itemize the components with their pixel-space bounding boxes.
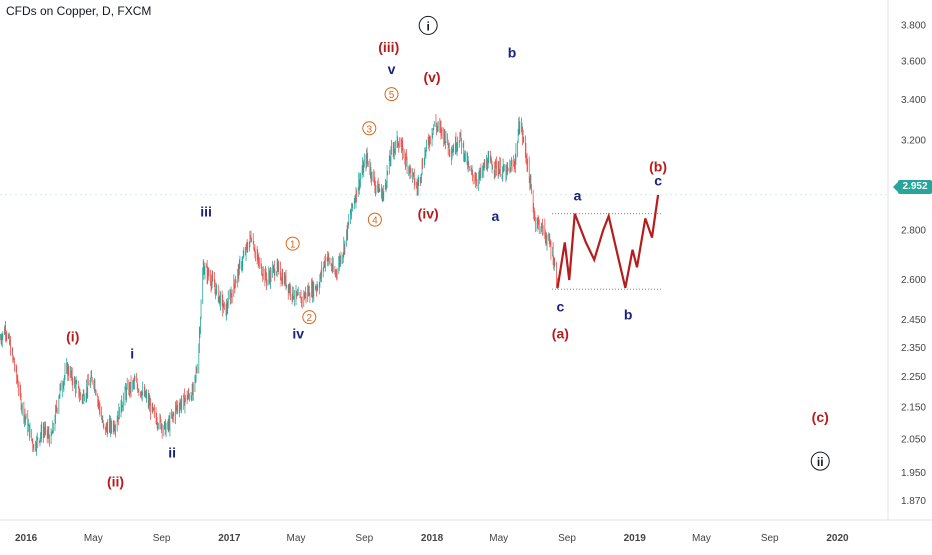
x-tick-label: May [84,533,103,544]
wave-label: a [491,208,499,224]
circled-label: 2 [307,313,313,324]
circled-label-ring [810,451,830,471]
wave-label: i [130,346,134,362]
x-tick-label: 2016 [15,533,38,544]
circled-label-ring [367,212,382,227]
y-tick-label: 3.800 [901,20,926,31]
circled-label-ring [384,87,399,102]
circled-label: 1 [290,240,296,251]
wave-label: a [574,187,582,203]
last-price-tag: 2.952 [893,180,932,194]
circled-label-ring [418,15,438,35]
wave-label: b [624,306,633,322]
wave-label: (c) [812,409,829,425]
wave-label: (b) [649,158,667,174]
wave-label: (iv) [418,206,439,222]
wave-label: (v) [423,69,440,85]
wave-label: c [556,298,564,314]
y-tick-label: 2.600 [901,275,926,286]
circled-label: i [427,19,430,33]
chart-title: CFDs on Copper, D, FXCM [6,4,152,18]
circled-label: 5 [389,90,395,101]
circled-label: ii [817,455,824,469]
wave-label: b [508,44,517,60]
y-tick-label: 2.150 [901,403,926,414]
circled-label-ring [362,121,377,136]
y-tick-label: 3.400 [901,95,926,106]
x-tick-label: 2018 [421,533,444,544]
wave-overlay-line [556,194,660,289]
x-tick-label: May [489,533,508,544]
x-tick-label: 2019 [624,533,647,544]
circled-label-ring [285,236,300,251]
y-tick-label: 3.600 [901,57,926,68]
wave-label: (a) [552,326,569,342]
x-tick-label: Sep [153,533,171,544]
x-tick-label: May [287,533,306,544]
wave-label: iii [200,203,212,219]
x-tick-label: Sep [558,533,576,544]
x-tick-label: 2017 [218,533,241,544]
y-tick-label: 1.870 [901,496,926,507]
circled-label: 3 [367,124,373,135]
y-tick-label: 2.350 [901,343,926,354]
y-tick-label: 2.250 [901,372,926,383]
wave-label: v [388,61,396,77]
wave-label: (i) [66,329,79,345]
x-tick-label: Sep [355,533,373,544]
y-tick-label: 2.050 [901,434,926,445]
wave-label: ii [168,445,176,461]
x-tick-label: May [692,533,711,544]
wave-label: c [654,173,662,189]
wave-label: iv [292,326,304,342]
wave-label: (ii) [107,474,124,490]
circled-label-ring [302,310,317,325]
y-tick-label: 2.450 [901,315,926,326]
x-tick-label: 2020 [826,533,849,544]
y-tick-label: 1.950 [901,468,926,479]
y-tick-label: 3.200 [901,136,926,147]
wave-label: (iii) [378,39,399,55]
x-tick-label: Sep [761,533,779,544]
y-tick-label: 2.800 [901,225,926,236]
circled-label: 4 [372,216,378,227]
